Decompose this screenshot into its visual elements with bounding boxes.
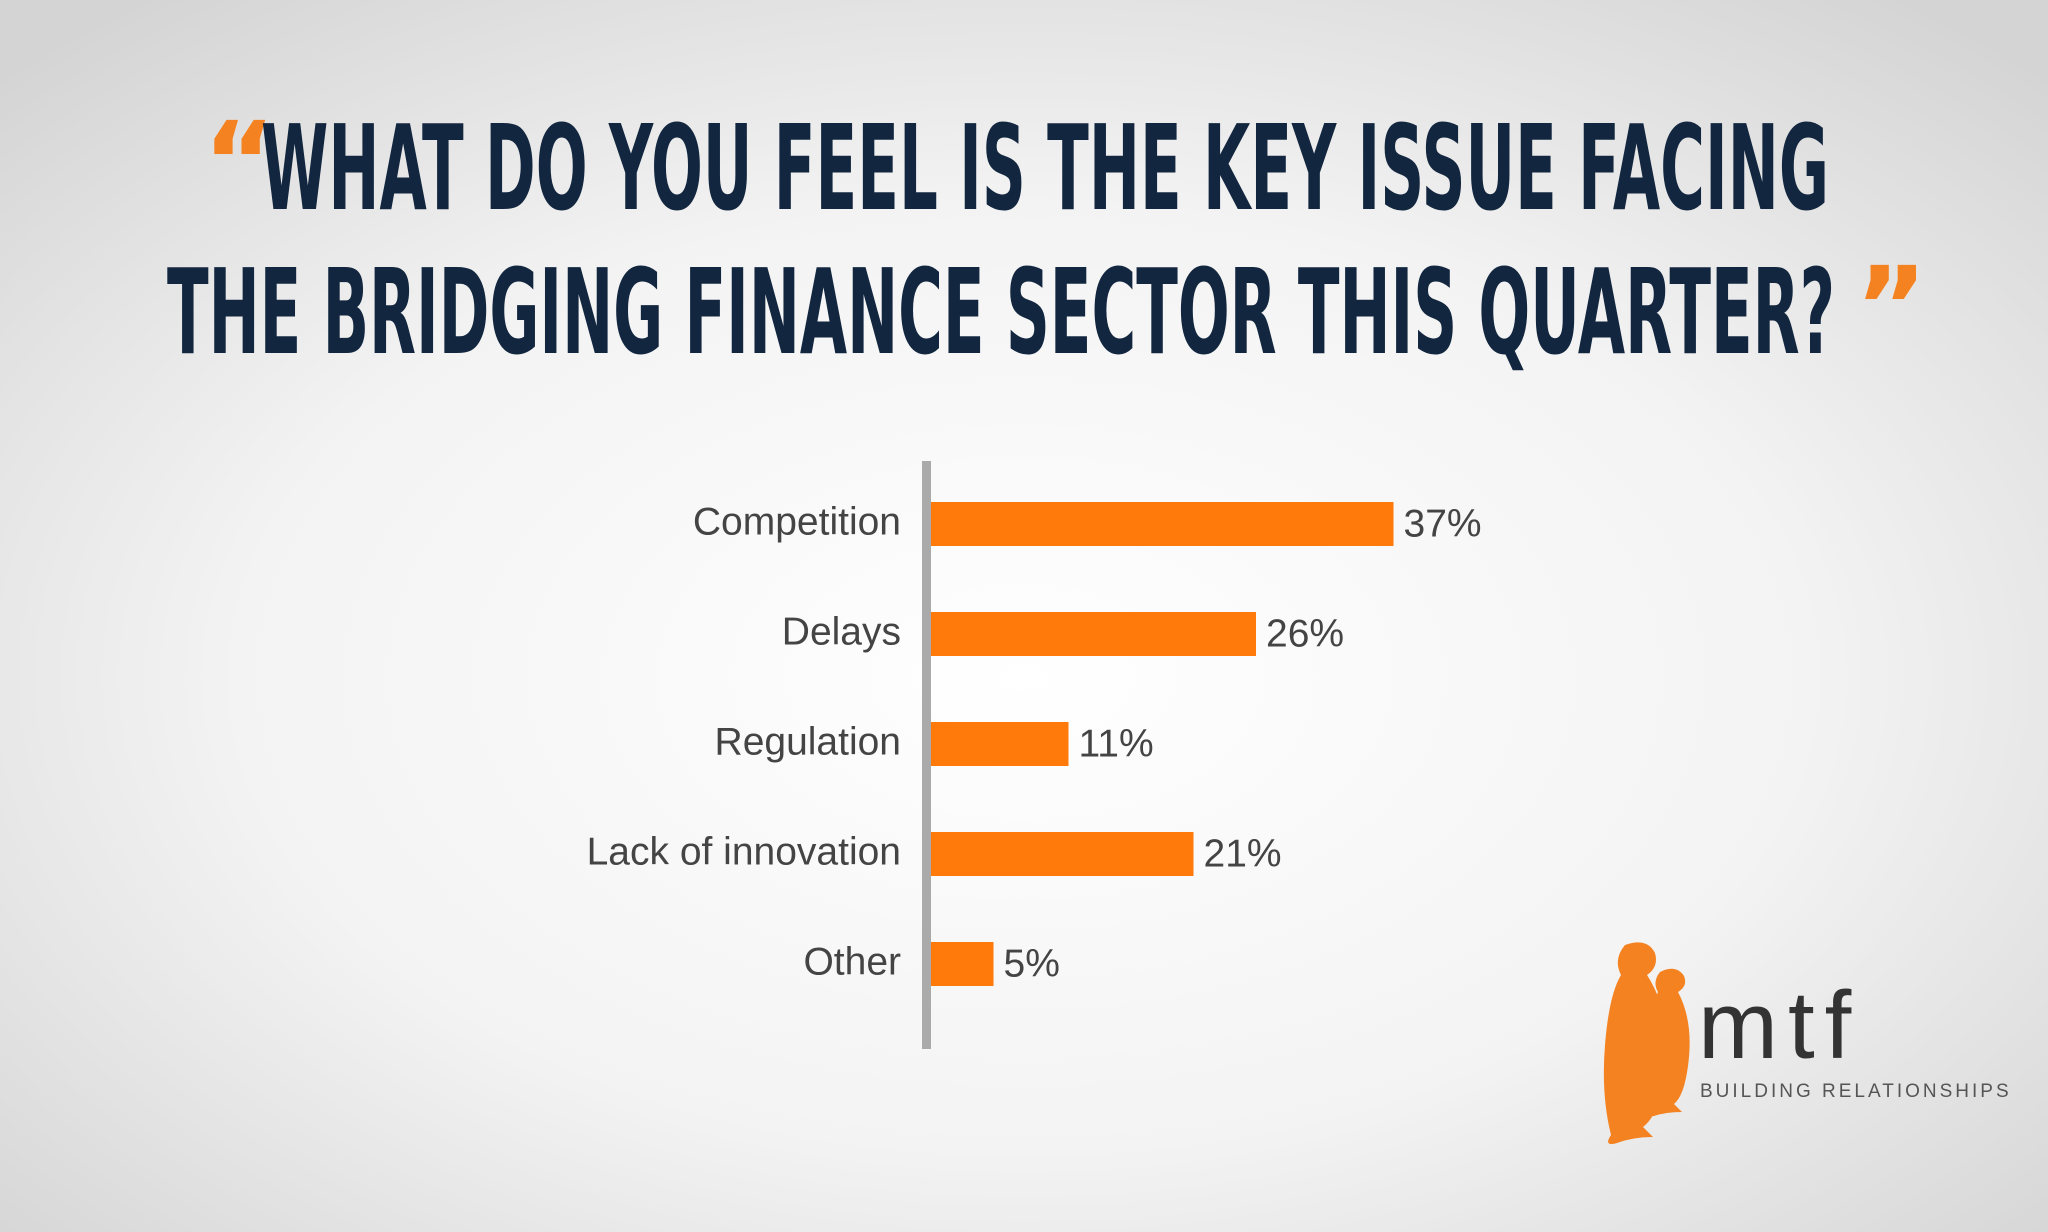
logo-name: mtf: [1698, 972, 1861, 1079]
category-label: Other: [803, 940, 901, 983]
value-label: 5%: [1004, 942, 1060, 985]
value-label: 11%: [1079, 722, 1154, 765]
chart-title: WHAT DO YOU FEEL IS THE KEY ISSUE FACING: [261, 99, 1829, 237]
close-quote: ”: [1855, 243, 1927, 371]
value-label: 21%: [1204, 832, 1282, 875]
bar: [931, 722, 1069, 766]
category-label: Delays: [782, 610, 901, 653]
logo-tagline: BUILDING RELATIONSHIPS: [1700, 1081, 2012, 1102]
category-label: Regulation: [715, 720, 901, 763]
category-label: Lack of innovation: [587, 830, 901, 873]
logo: mtf BUILDING RELATIONSHIPS: [1603, 942, 2012, 1144]
chart-title: THE BRIDGING FINANCE SECTOR THIS QUARTER…: [167, 243, 1835, 381]
open-quote: “: [203, 98, 275, 226]
value-label: 37%: [1404, 502, 1482, 545]
bar: [931, 612, 1256, 656]
bar: [931, 832, 1194, 876]
bar: [931, 502, 1394, 546]
penguin-small: [1646, 968, 1690, 1117]
bar: [931, 942, 994, 986]
axis-line: [922, 461, 931, 1049]
category-label: Competition: [693, 500, 901, 543]
value-label: 26%: [1266, 612, 1344, 655]
